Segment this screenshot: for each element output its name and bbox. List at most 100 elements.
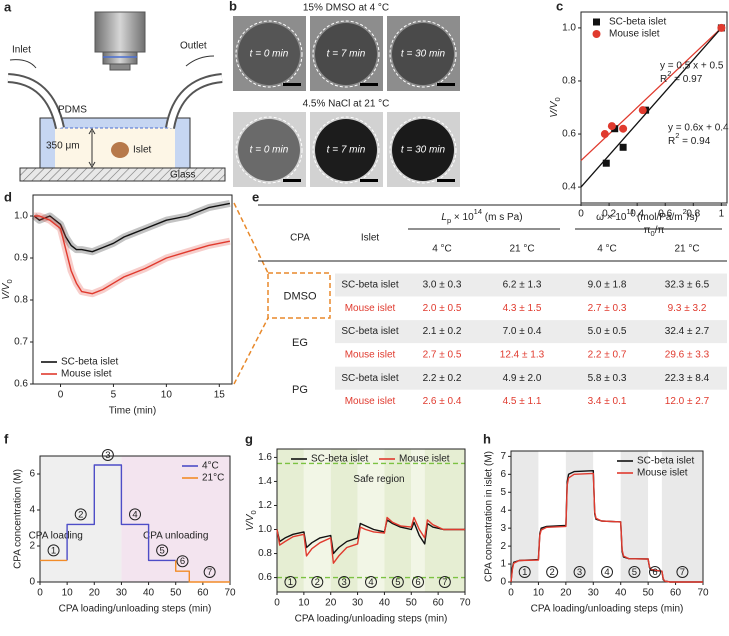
step-label: 5 xyxy=(632,567,637,578)
islet-outline xyxy=(235,20,303,88)
panel-letter: h xyxy=(483,431,491,446)
legend-label: 4°C xyxy=(202,461,219,472)
frame-label: t = 30 min xyxy=(401,145,446,156)
y-tick-label: 6 xyxy=(500,469,506,480)
series-line xyxy=(510,472,703,583)
table-header: 21 °C xyxy=(509,244,534,255)
step-label: 7 xyxy=(207,567,212,578)
step-marker xyxy=(47,544,60,557)
label: Glass xyxy=(170,170,196,181)
table-cell: 2.7 ± 0.5 xyxy=(423,350,462,361)
table-header: 4 °C xyxy=(432,244,452,255)
step-label: 2 xyxy=(78,509,83,520)
step-label: 1 xyxy=(522,567,527,578)
panel-letter: a xyxy=(4,0,12,14)
y-tick-label: 0.6 xyxy=(14,379,28,390)
step-marker xyxy=(601,566,613,578)
y-tick-label: 4 xyxy=(500,505,506,516)
table-cell: 4.9 ± 2.0 xyxy=(503,373,542,384)
step-shade xyxy=(424,449,465,592)
frame-label: t = 0 min xyxy=(250,145,289,156)
label-part: 0 xyxy=(249,510,258,514)
x-tick-label: 20 xyxy=(325,598,337,609)
label-part: p xyxy=(447,216,451,225)
step-marker xyxy=(129,508,141,521)
scale-bar xyxy=(437,179,455,182)
series-line xyxy=(66,464,176,562)
step-label: 3 xyxy=(577,567,582,578)
fit-line xyxy=(580,27,722,162)
label-part: V/V xyxy=(549,100,560,117)
y-tick-label: 0.6 xyxy=(258,572,272,583)
label-part: (m s Pa) xyxy=(482,212,523,223)
islet-image xyxy=(238,119,300,181)
step-label: 7 xyxy=(680,567,685,578)
islet-image xyxy=(315,119,377,181)
x-tick-label: 10 xyxy=(62,588,74,599)
step-marker xyxy=(176,555,189,568)
table-cell: 2.2 ± 0.7 xyxy=(588,350,627,361)
point xyxy=(717,23,726,32)
panel-letter: g xyxy=(245,431,253,446)
x-tick-label: 60 xyxy=(433,598,445,609)
step-marker xyxy=(101,449,114,461)
fit-equation: y = 0.6x + 0.4 xyxy=(668,123,729,134)
label-part: V/V xyxy=(1,282,12,299)
x-tick-label: 0 xyxy=(37,588,43,599)
step-shade xyxy=(661,451,703,582)
step-shade xyxy=(303,449,331,592)
y-tick-label: 3 xyxy=(500,523,506,534)
table-cell: 4.3 ± 1.5 xyxy=(503,303,542,314)
y-axis-label: V/V0 xyxy=(245,510,259,530)
y-axis-label: CPA concentration (M) xyxy=(13,469,24,569)
table-cell: 2.2 ± 0.2 xyxy=(423,373,462,384)
table-header: Lp × 1014 (m s Pa) xyxy=(441,207,522,225)
x-axis-label: π0/π xyxy=(644,225,665,239)
step-shade xyxy=(357,449,385,592)
table-cell: Mouse islet xyxy=(345,350,396,361)
step-marker xyxy=(412,576,424,588)
label-part: 2 xyxy=(667,69,671,78)
fit-equation: y = 0.5 x + 0.5 xyxy=(660,61,724,72)
tube xyxy=(167,75,223,129)
table-cell: 32.4 ± 2.7 xyxy=(665,326,710,337)
islet-outline xyxy=(389,20,457,88)
step-shade xyxy=(277,449,304,592)
panel-letter: d xyxy=(4,189,12,204)
scale-bar xyxy=(360,179,378,182)
tube xyxy=(7,75,63,129)
label-part: π xyxy=(644,225,651,236)
table-cell: Mouse islet xyxy=(345,396,396,407)
legend-label: 21°C xyxy=(202,473,224,484)
x-axis-label: CPA loading/unloading steps (min) xyxy=(531,604,684,615)
y-tick-label: 1.4 xyxy=(258,476,272,487)
connector xyxy=(233,202,269,274)
table-cell: 12.0 ± 2.7 xyxy=(665,396,710,407)
legend-label: SC-beta islet xyxy=(637,456,694,467)
step-label: 6 xyxy=(180,556,185,567)
scale-bar xyxy=(360,83,378,86)
table-cell: SC-beta islet xyxy=(341,326,398,337)
table-cell: 12.4 ± 1.3 xyxy=(500,350,545,361)
table-cell: 2.0 ± 0.5 xyxy=(423,303,462,314)
table-cell: 2.7 ± 0.3 xyxy=(588,303,627,314)
plot-frame xyxy=(580,11,728,204)
table-cell: 22.3 ± 8.4 xyxy=(665,373,710,384)
step-label: 7 xyxy=(442,577,447,588)
legend-swatch xyxy=(593,18,600,26)
islet-image xyxy=(392,119,454,181)
connector xyxy=(233,317,269,385)
label: Inlet xyxy=(12,45,31,56)
label-part: 0 xyxy=(553,97,562,101)
step-label: 4 xyxy=(368,577,373,588)
step-label: 1 xyxy=(288,577,293,588)
step-marker xyxy=(391,576,404,588)
table-cell: 3.0 ± 0.3 xyxy=(423,280,462,291)
x-tick-label: 70 xyxy=(697,588,709,599)
label-part: 0 xyxy=(5,279,14,283)
step-label: 1 xyxy=(51,545,56,556)
step-shade xyxy=(538,451,566,582)
fit-r2: R2 = 0.94 xyxy=(668,131,711,146)
row-band xyxy=(335,320,727,344)
y-axis-label: V/V0 xyxy=(549,97,563,117)
